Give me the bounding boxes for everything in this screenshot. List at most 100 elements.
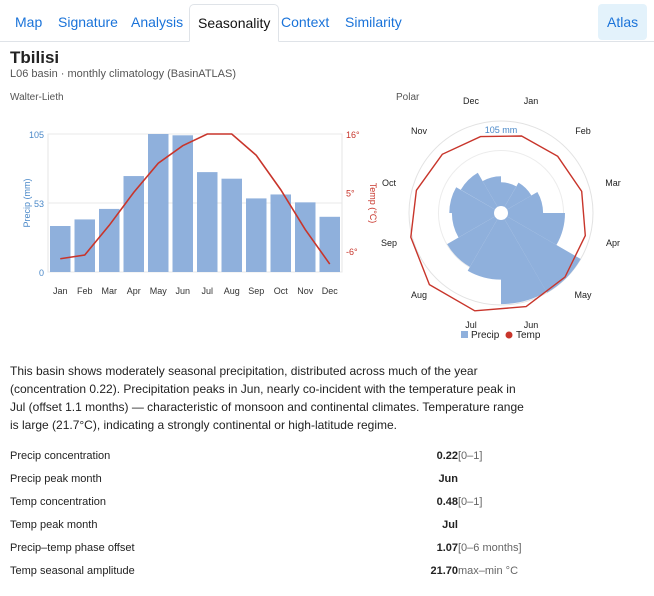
temp-tick-label: 16° [346, 130, 360, 140]
stat-label: Temp seasonal amplitude [10, 564, 135, 577]
polar-month-label: Dec [463, 96, 480, 106]
precip-tick-label: 0 [39, 268, 44, 278]
walter-lieth-label: Walter-Lieth [10, 92, 64, 103]
polar-month-label: May [575, 290, 593, 300]
precip-tick-label: 105 [29, 130, 44, 140]
stat-value: 0.48 [436, 495, 458, 508]
tab-context[interactable]: Context [281, 14, 330, 30]
month-tick-label: May [150, 286, 168, 296]
polar-radius-label: 105 mm [485, 125, 518, 135]
polar-precip-wedge [507, 192, 544, 213]
polar-precip-wedge [501, 219, 547, 305]
polar-precip-wedge [451, 213, 495, 238]
stat-label: Precip–temp phase offset [10, 541, 135, 554]
month-tick-label: Nov [297, 286, 314, 296]
polar-month-label: Feb [575, 126, 591, 136]
polar-month-label: Oct [382, 178, 397, 188]
polar-month-label: Jan [524, 96, 539, 106]
stat-label: Precip concentration [10, 449, 111, 462]
polar-precip-wedge [501, 182, 517, 207]
stat-label: Temp concentration [10, 495, 106, 508]
precip-bar [221, 178, 242, 272]
legend-precip-label: Precip [471, 330, 500, 341]
polar-month-label: Jul [465, 320, 477, 330]
month-tick-label: Aug [224, 286, 240, 296]
legend-precip-swatch [461, 331, 468, 338]
precip-bar [123, 176, 144, 272]
stats-row: Precip–temp phase offset 1.07 [0–6 months] [10, 536, 522, 559]
stat-range [458, 513, 522, 536]
polar-month-label: Sep [381, 238, 397, 248]
month-tick-label: Apr [127, 286, 141, 296]
stat-label: Temp peak month [10, 518, 98, 531]
temp-line [60, 133, 331, 265]
walter-lieth-chart: 105 53 0 Jan Feb Mar Apr May Jun Jul Aug Sep Oct Nov D… [22, 130, 378, 296]
polar-precip-wedge [449, 187, 495, 213]
stat-range [458, 467, 522, 490]
polar-precip-wedge [460, 172, 498, 210]
polar-precip-wedge [467, 219, 501, 280]
month-tick-label: Jun [175, 286, 190, 296]
month-tick-label: Dec [322, 286, 339, 296]
month-tick-label: Mar [102, 286, 118, 296]
month-tick-label: Feb [77, 286, 93, 296]
month-tick-label: Jul [201, 286, 213, 296]
legend-temp-label: Temp [516, 330, 541, 341]
polar-month-label: Apr [606, 238, 620, 248]
polar-month-label: Mar [605, 178, 621, 188]
tab-analysis[interactable]: Analysis [131, 14, 184, 30]
polar-temp-line [410, 135, 587, 312]
polar-month-label: Aug [411, 290, 427, 300]
polar-precip-wedge [482, 176, 501, 207]
tab-signature[interactable]: Signature [58, 14, 118, 30]
stat-value: Jun [438, 472, 458, 485]
stats-row: Temp seasonal amplitude 21.70 max–min °C [10, 559, 522, 582]
precip-bar [197, 172, 218, 272]
temp-tick-label: -6° [346, 247, 358, 257]
polar-chart: 105 mm Jan Feb Mar Apr May Jun Jul Aug Sep Oct Nov D… [381, 96, 621, 341]
stat-range: [0–6 months] [458, 541, 522, 554]
polar-precip-wedge [507, 213, 565, 245]
precip-axis-label: Precip (mm) [22, 178, 32, 227]
tab-similarity[interactable]: Similarity [345, 14, 402, 30]
polar-precip-wedge [504, 216, 581, 293]
stats-table: Precip concentration 0.22 [0–1] Precip peak… [10, 444, 522, 582]
precip-bar [99, 208, 120, 272]
stat-value: 0.22 [436, 449, 458, 462]
page-title: Tbilisi [10, 48, 60, 67]
precip-bar [50, 226, 71, 272]
month-tick-label: Jan [53, 286, 68, 296]
page-subtitle: L06 basin · monthly climatology (BasinAT… [10, 68, 237, 80]
stat-value: 1.07 [436, 541, 458, 554]
precip-bar [270, 194, 291, 272]
precip-bar [295, 202, 316, 272]
tab-bar: Map Signature Analysis Seasonality Conte… [0, 0, 654, 42]
stats-row: Precip concentration 0.22 [0–1] [10, 444, 522, 467]
polar-label: Polar [396, 92, 420, 103]
stat-value: Jul [442, 518, 458, 531]
polar-month-label: Nov [411, 126, 428, 136]
stat-range: [0–1] [458, 495, 483, 508]
stat-range: max–min °C [458, 564, 519, 577]
polar-month-label: Jun [524, 320, 539, 330]
precip-tick-label: 53 [34, 199, 44, 209]
precip-bar [74, 219, 95, 272]
month-tick-label: Oct [274, 286, 289, 296]
seasonality-description: This basin shows moderately seasonal pre… [10, 364, 524, 432]
stats-row: Temp peak month Jul [10, 513, 522, 536]
stats-row: Temp concentration 0.48 [0–1] [10, 490, 522, 513]
month-tick-label: Sep [248, 286, 264, 296]
precip-bar [246, 198, 267, 272]
tab-map[interactable]: Map [15, 14, 43, 30]
temp-tick-label: 5° [346, 188, 355, 198]
stat-range: [0–1] [458, 449, 483, 462]
legend-temp-swatch [505, 331, 513, 339]
atlas-button[interactable]: Atlas [598, 4, 648, 40]
polar-precip-wedge [504, 182, 532, 210]
polar-precip-wedge [447, 216, 498, 267]
stat-label: Precip peak month [10, 472, 102, 485]
precip-bar [172, 135, 193, 272]
polar-grid-ring [408, 120, 594, 306]
stats-row: Precip peak month Jun [10, 467, 522, 490]
tab-seasonality[interactable]: Seasonality [189, 4, 280, 42]
